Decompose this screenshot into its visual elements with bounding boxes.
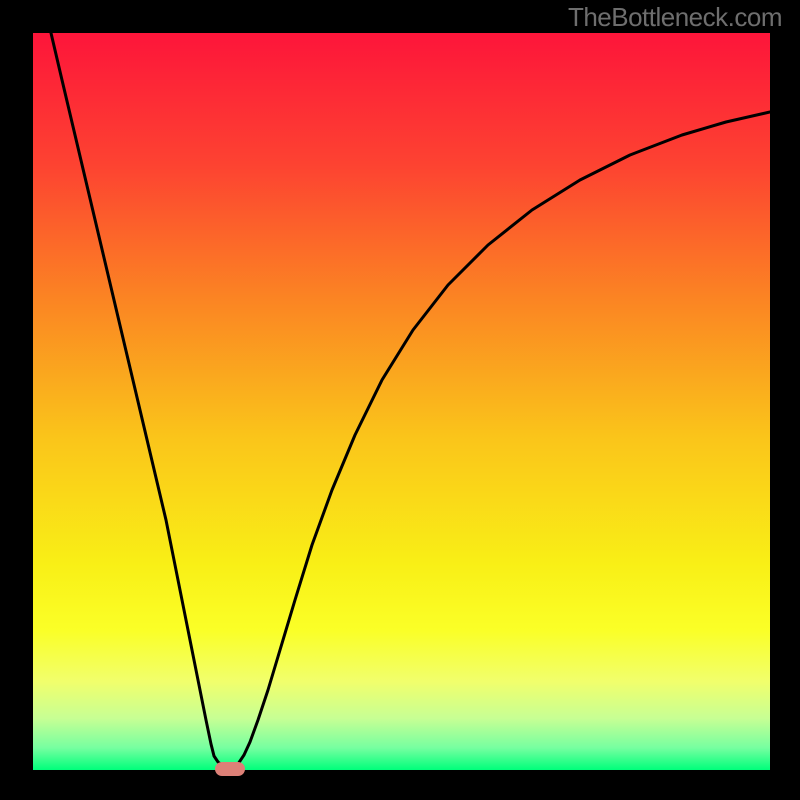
chart-frame: TheBottleneck.com xyxy=(0,0,800,800)
plot-svg xyxy=(33,33,770,770)
minimum-marker xyxy=(215,762,245,776)
plot-area xyxy=(33,33,770,770)
watermark-text: TheBottleneck.com xyxy=(568,2,782,33)
